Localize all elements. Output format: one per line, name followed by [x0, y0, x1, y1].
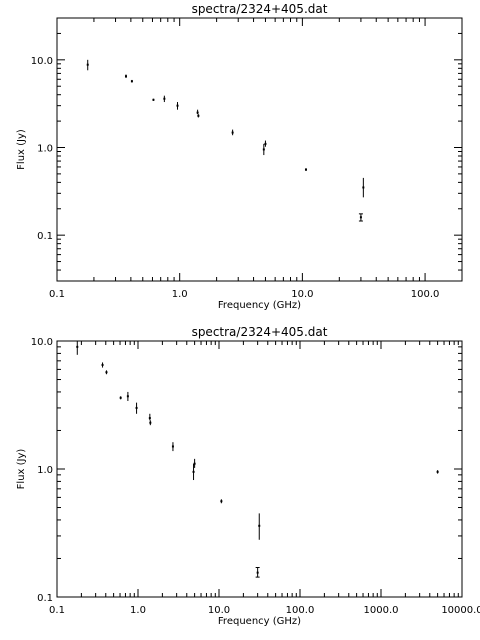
data-point	[135, 402, 138, 414]
y-tick-label: 1.0	[37, 465, 53, 476]
point-marker	[149, 421, 152, 424]
point-marker	[163, 97, 166, 100]
data-point	[76, 341, 79, 355]
data-point	[220, 499, 223, 504]
chart-title: spectra/2324+405.dat	[192, 325, 328, 339]
point-marker	[197, 114, 200, 117]
data-point	[436, 470, 439, 474]
point-marker	[262, 148, 265, 151]
data-point	[193, 458, 196, 468]
data-point	[262, 143, 265, 156]
x-tick-label: 100.0	[286, 605, 315, 616]
point-marker	[171, 445, 174, 448]
point-marker	[362, 186, 365, 189]
point-marker	[304, 168, 307, 171]
data-point	[149, 420, 152, 426]
point-marker	[193, 462, 196, 465]
data-point	[264, 140, 267, 147]
plot-frame	[56, 17, 463, 282]
data-point	[148, 413, 151, 421]
y-axis-label: Flux (Jy)	[16, 129, 27, 170]
x-tick-label: 10.0	[208, 605, 230, 616]
data-point	[231, 129, 234, 136]
point-marker	[101, 363, 104, 366]
point-marker	[76, 345, 79, 348]
data-point	[362, 177, 365, 198]
point-marker	[192, 470, 195, 473]
point-marker	[231, 131, 234, 134]
point-marker	[258, 524, 261, 527]
x-tick-label: 0.1	[49, 289, 65, 300]
data-point	[358, 213, 363, 222]
data-point	[152, 98, 155, 101]
data-point	[197, 114, 200, 118]
data-point	[124, 74, 127, 79]
data-point	[105, 370, 108, 375]
y-axis-label: Flux (Jy)	[16, 449, 27, 490]
x-tick-label: 10000.0	[441, 605, 480, 616]
data-point	[86, 59, 89, 71]
point-marker	[105, 371, 108, 374]
chart-top: spectra/2324+405.dat Frequency (GHz) Flu…	[16, 2, 463, 311]
data-point	[126, 391, 129, 401]
point-marker	[152, 98, 155, 101]
point-marker	[220, 500, 223, 503]
y-tick-label: 10.0	[31, 56, 53, 67]
data-point	[176, 102, 179, 110]
point-marker	[148, 417, 151, 420]
point-marker	[176, 104, 179, 107]
x-tick-label: 1000.0	[364, 605, 399, 616]
x-tick-label: 1.0	[172, 289, 188, 300]
point-marker	[359, 216, 362, 219]
point-marker	[196, 111, 199, 114]
point-marker	[126, 395, 129, 398]
y-tick-label: 0.1	[37, 593, 53, 604]
x-tick-label: 0.1	[49, 605, 65, 616]
point-marker	[130, 80, 133, 83]
y-tick-label: 1.0	[37, 143, 53, 154]
data-point	[171, 442, 174, 452]
data-point	[101, 362, 104, 368]
data-point	[130, 79, 133, 83]
data-point	[304, 168, 307, 171]
point-marker	[264, 142, 267, 145]
y-tick-label: 10.0	[31, 337, 53, 348]
x-tick-label: 1.0	[130, 605, 146, 616]
data-point	[255, 567, 260, 578]
point-marker	[119, 396, 122, 399]
data-point	[163, 95, 166, 103]
point-marker	[86, 63, 89, 66]
chart-bottom: spectra/2324+405.dat Frequency (GHz) Flu…	[16, 325, 480, 627]
data-point	[258, 513, 261, 540]
x-axis-label: Frequency (GHz)	[218, 300, 301, 311]
data-point	[196, 109, 199, 115]
data-point	[119, 396, 122, 400]
point-marker	[436, 470, 439, 473]
point-marker	[135, 406, 138, 409]
x-tick-label: 100.0	[411, 289, 440, 300]
point-marker	[256, 571, 259, 574]
data-point	[192, 463, 195, 481]
x-tick-label: 10.0	[291, 289, 313, 300]
plot-frame	[56, 340, 463, 598]
point-marker	[124, 75, 127, 78]
chart-title: spectra/2324+405.dat	[192, 2, 328, 16]
y-tick-label: 0.1	[37, 231, 53, 242]
x-axis-label: Frequency (GHz)	[218, 616, 301, 627]
